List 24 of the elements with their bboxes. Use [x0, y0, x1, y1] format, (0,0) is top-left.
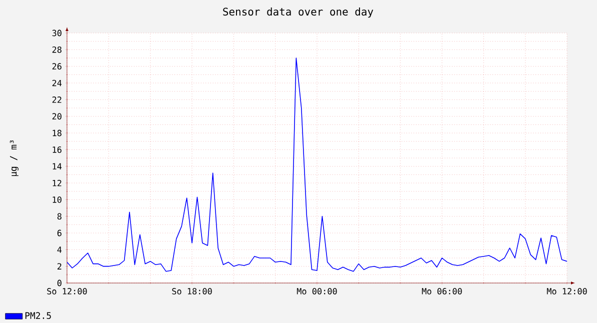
y-tick-label: 18	[52, 130, 62, 136]
chart-title: Sensor data over one day	[223, 8, 374, 18]
y-tick-label: 14	[52, 163, 62, 170]
y-tick-label: 2	[58, 263, 62, 270]
y-tick-label: 12	[52, 180, 62, 186]
x-tick-label: Mo 00:00	[296, 288, 337, 294]
y-tick-label: 30	[52, 30, 62, 36]
x-tick-label: Mo 06:00	[422, 288, 462, 294]
y-axis-title: µg / m³	[10, 140, 18, 176]
y-tick-label: 16	[52, 146, 62, 153]
x-tick-label: So 12:00	[47, 288, 87, 294]
x-tick-label: So 18:00	[172, 288, 212, 294]
y-tick-label: 26	[52, 63, 62, 70]
y-tick-label: 0	[57, 280, 62, 286]
legend-label: PM2.5	[25, 312, 51, 319]
y-tick-label: 22	[52, 96, 62, 103]
y-tick-label: 6	[57, 230, 62, 236]
y-tick-label: 4	[57, 246, 62, 253]
y-tick-label: 20	[52, 113, 62, 120]
y-tick-label: 8	[57, 213, 62, 220]
x-tick-label: Mo 12:00	[546, 288, 587, 294]
y-tick-label: 28	[52, 46, 62, 53]
y-tick-label: 24	[52, 80, 62, 86]
y-tick-label: 10	[52, 196, 62, 203]
